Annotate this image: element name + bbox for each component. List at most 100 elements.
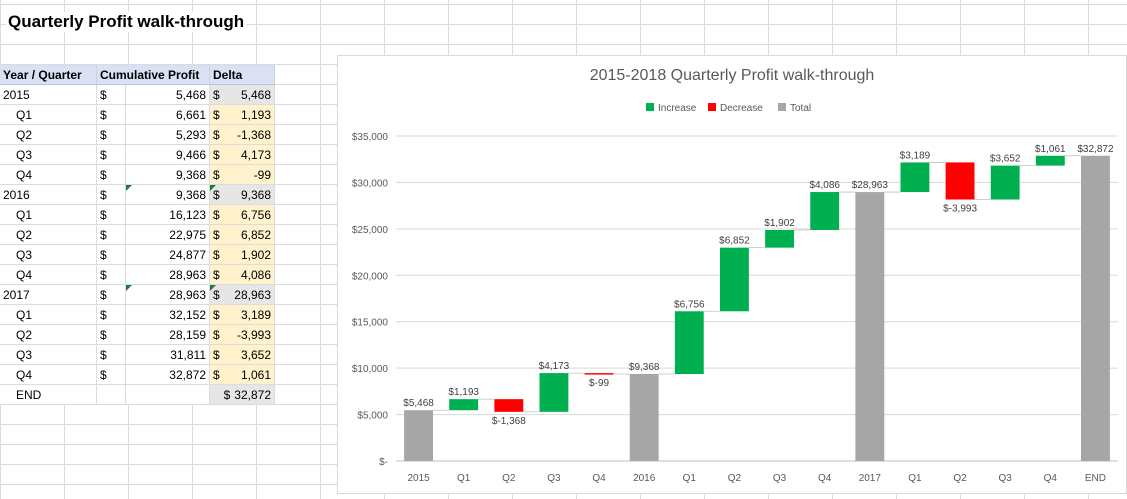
row-label-cell[interactable]: Q1 — [0, 204, 97, 225]
y-tick-label: $- — [379, 457, 388, 468]
legend-label-total: Total — [790, 103, 811, 114]
delta-currency-symbol: $ — [213, 187, 220, 202]
delta-currency-symbol: $ — [213, 267, 220, 282]
row-label-cell[interactable]: Q4 — [0, 164, 97, 185]
delta-cell[interactable]: $5,468 — [209, 84, 275, 105]
currency-symbol-cell[interactable]: $ — [96, 244, 126, 265]
delta-cell[interactable]: $28,963 — [209, 284, 275, 305]
row-label-cell[interactable]: Q1 — [0, 304, 97, 325]
cumulative-profit-cell[interactable]: 22,975 — [125, 224, 211, 245]
cumulative-profit-cell[interactable]: 28,963 — [125, 264, 211, 285]
delta-cell[interactable]: $ -3,993 — [209, 324, 275, 345]
table-row: Q3 $9,466 $4,173 — [0, 144, 275, 165]
row-label-cell[interactable]: Q4 — [0, 264, 97, 285]
cumulative-profit-cell[interactable]: 9,368 — [125, 184, 211, 205]
row-label-cell[interactable]: Q2 — [0, 224, 97, 245]
delta-cell[interactable]: $6,756 — [209, 204, 275, 225]
table-row: Q4 $28,963 $4,086 — [0, 264, 275, 285]
currency-symbol-cell[interactable]: $ — [96, 84, 126, 105]
table-row: 2016 $9,368 $9,368 — [0, 184, 275, 205]
cumulative-profit-cell[interactable]: 32,152 — [125, 304, 211, 325]
bar-increase — [539, 373, 569, 412]
delta-cell[interactable]: $3,652 — [209, 344, 275, 365]
cumulative-profit-cell[interactable]: 9,466 — [125, 144, 211, 165]
table-header-row: Year / Quarter Cumulative Profit Delta — [0, 65, 275, 85]
row-label-cell[interactable]: Q2 — [0, 124, 97, 145]
cumulative-profit-cell[interactable]: 28,159 — [125, 324, 211, 345]
row-label-cell[interactable]: END — [0, 384, 97, 405]
currency-symbol-cell[interactable]: $ — [96, 304, 126, 325]
currency-symbol-cell[interactable]: $ — [96, 344, 126, 365]
cumulative-profit-cell[interactable]: 5,293 — [125, 124, 211, 145]
x-tick-label: Q4 — [592, 473, 606, 484]
table-row: END $32,872 — [0, 384, 275, 405]
currency-symbol-cell[interactable]: $ — [96, 324, 126, 345]
delta-cell[interactable]: $ -99 — [209, 164, 275, 185]
row-label-cell[interactable]: Q3 — [0, 144, 97, 165]
row-label-cell[interactable]: Q2 — [0, 324, 97, 345]
delta-currency-symbol: $ — [223, 387, 231, 402]
cumulative-profit-cell[interactable] — [125, 384, 211, 405]
chart-data-labels: $5,468 $1,193 $-1,368 $4,173 $-99 $9,368 $6,75… — [403, 144, 1114, 427]
delta-cell[interactable]: $3,189 — [209, 304, 275, 325]
delta-currency-symbol: $ — [213, 167, 220, 182]
delta-value: $3,189 — [213, 308, 271, 322]
delta-amount: 32,872 — [234, 387, 271, 402]
currency-symbol-cell[interactable]: $ — [96, 364, 126, 385]
currency-symbol-cell[interactable] — [96, 384, 126, 405]
x-tick-label: Q3 — [773, 473, 787, 484]
delta-value: $6,756 — [213, 208, 271, 222]
x-tick-label: Q1 — [683, 473, 697, 484]
legend-label-decrease: Decrease — [720, 103, 763, 114]
delta-amount: 1,193 — [240, 107, 271, 122]
delta-cell[interactable]: $32,872 — [209, 384, 275, 405]
row-label-cell[interactable]: 2017 — [0, 284, 97, 305]
data-label: $3,189 — [900, 150, 931, 161]
cumulative-profit-cell[interactable]: 24,877 — [125, 244, 211, 265]
currency-symbol-cell[interactable]: $ — [96, 204, 126, 225]
currency-symbol-cell[interactable]: $ — [96, 284, 126, 305]
currency-symbol-cell[interactable]: $ — [96, 184, 126, 205]
waterfall-chart[interactable]: 2015-2018 Quarterly Profit walk-through … — [337, 55, 1127, 494]
row-label-cell[interactable]: 2015 — [0, 84, 97, 105]
delta-currency-symbol: $ — [213, 247, 220, 262]
cumulative-profit-cell[interactable]: 9,368 — [125, 164, 211, 185]
row-label-cell[interactable]: Q1 — [0, 104, 97, 125]
row-label-cell[interactable]: Q3 — [0, 344, 97, 365]
currency-symbol-cell[interactable]: $ — [96, 164, 126, 185]
delta-value: $1,902 — [213, 248, 271, 262]
delta-cell[interactable]: $9,368 — [209, 184, 275, 205]
header-cumulative-profit[interactable]: Cumulative Profit — [96, 65, 210, 85]
delta-value: $4,173 — [213, 148, 271, 162]
delta-cell[interactable]: $1,061 — [209, 364, 275, 385]
delta-cell[interactable]: $1,902 — [209, 244, 275, 265]
data-label: $-99 — [589, 378, 609, 389]
currency-symbol-cell[interactable]: $ — [96, 124, 126, 145]
cumulative-profit-cell[interactable]: 6,661 — [125, 104, 211, 125]
delta-value: $3,652 — [213, 348, 271, 362]
cumulative-profit-cell[interactable]: 28,963 — [125, 284, 211, 305]
cumulative-profit-cell[interactable]: 5,468 — [125, 84, 211, 105]
currency-symbol-cell[interactable]: $ — [96, 144, 126, 165]
row-label-cell[interactable]: Q4 — [0, 364, 97, 385]
delta-cell[interactable]: $6,852 — [209, 224, 275, 245]
header-year-quarter[interactable]: Year / Quarter — [0, 65, 97, 85]
row-label-cell[interactable]: Q3 — [0, 244, 97, 265]
delta-amount: -99 — [253, 167, 271, 182]
currency-symbol-cell[interactable]: $ — [96, 104, 126, 125]
bar-increase — [765, 229, 795, 248]
row-label-cell[interactable]: 2016 — [0, 184, 97, 205]
bar-decrease — [584, 373, 614, 375]
x-tick-label: Q4 — [818, 473, 832, 484]
cumulative-profit-cell[interactable]: 32,872 — [125, 364, 211, 385]
delta-cell[interactable]: $1,193 — [209, 104, 275, 125]
header-delta[interactable]: Delta — [209, 65, 275, 85]
delta-cell[interactable]: $ -1,368 — [209, 124, 275, 145]
delta-cell[interactable]: $4,173 — [209, 144, 275, 165]
cumulative-profit-cell[interactable]: 31,811 — [125, 344, 211, 365]
currency-symbol-cell[interactable]: $ — [96, 264, 126, 285]
y-tick-label: $5,000 — [357, 411, 388, 422]
delta-cell[interactable]: $4,086 — [209, 264, 275, 285]
cumulative-profit-cell[interactable]: 16,123 — [125, 204, 211, 225]
currency-symbol-cell[interactable]: $ — [96, 224, 126, 245]
